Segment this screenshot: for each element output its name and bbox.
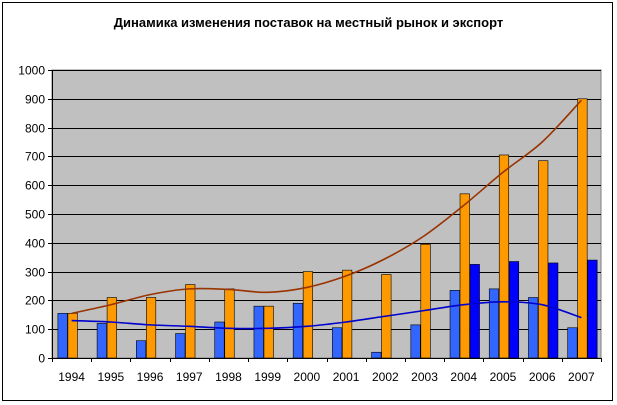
bar-s1-2004 [459, 193, 470, 359]
x-tick-label-2003: 2003 [411, 370, 438, 384]
y-tick-label-100: 100 [25, 323, 45, 337]
bar-s0-2001 [332, 327, 343, 359]
bar-s1-2000 [302, 271, 313, 359]
y-tick-label-0: 0 [38, 352, 45, 366]
x-tick-label-2006: 2006 [529, 370, 556, 384]
x-tick-label-1999: 1999 [254, 370, 281, 384]
bar-s2-2006 [548, 262, 559, 359]
y-tick-label-700: 700 [25, 150, 45, 164]
x-tick-label-2007: 2007 [568, 370, 595, 384]
x-tick-label-1997: 1997 [176, 370, 203, 384]
y-tick-label-900: 900 [25, 93, 45, 107]
x-tick-label-2001: 2001 [333, 370, 360, 384]
x-tick-label-2004: 2004 [450, 370, 477, 384]
x-tick-label-1996: 1996 [137, 370, 164, 384]
bar-s1-1999 [263, 305, 274, 359]
bar-s2-2005 [508, 261, 520, 359]
x-tick-label-1994: 1994 [58, 370, 85, 384]
y-tick-label-200: 200 [25, 294, 45, 308]
bar-s1-2007 [577, 98, 588, 359]
bar-s1-1998 [224, 288, 235, 359]
x-tick-label-2002: 2002 [372, 370, 399, 384]
y-tick-label-400: 400 [25, 237, 45, 251]
bar-s0-2002 [371, 351, 382, 359]
y-tick-label-1000: 1000 [18, 64, 45, 78]
bar-s0-1997 [175, 333, 186, 359]
bar-s0-2006 [528, 297, 539, 359]
bar-s0-2005 [488, 288, 500, 359]
bar-s1-2006 [538, 160, 549, 359]
trend-lines [71, 99, 582, 330]
bar-s0-1996 [136, 340, 147, 359]
bar-s0-2007 [567, 327, 578, 359]
x-tick-label-2005: 2005 [490, 370, 517, 384]
y-tick-label-500: 500 [25, 208, 45, 222]
x-tick-label-1995: 1995 [97, 370, 124, 384]
y-tick-label-600: 600 [25, 179, 45, 193]
grid-lines [48, 70, 601, 359]
trendline-0 [71, 99, 582, 315]
x-tick-labels: 1994 1995 1996 1997 1998 1999 2000 2001 2002 2003… [58, 370, 595, 384]
y-tick-labels: 0 100 200 300 400 500 600 700 800 900 1000 [18, 64, 45, 366]
bar-s1-2003 [420, 243, 431, 359]
x-tick-label-1998: 1998 [215, 370, 242, 384]
bar-s1-1997 [185, 284, 196, 359]
bar-s2-2004 [469, 264, 480, 359]
bar-s0-2000 [292, 302, 303, 359]
trendline-1 [71, 301, 582, 330]
axes [52, 70, 602, 362]
bar-s0-1999 [253, 305, 264, 359]
bar-s1-2001 [342, 269, 353, 359]
x-tick-label-2000: 2000 [294, 370, 321, 384]
y-tick-label-300: 300 [25, 266, 45, 280]
bar-s1-2005 [498, 154, 510, 359]
y-tick-label-800: 800 [25, 122, 45, 136]
bar-s0-1995 [96, 323, 107, 359]
bar-s0-2004 [449, 290, 460, 359]
bar-s0-2003 [410, 324, 421, 359]
chart-title: Динамика изменения поставок на местный р… [113, 15, 504, 30]
bar-s1-1996 [146, 297, 157, 359]
bar-s2-2007 [587, 259, 598, 359]
bar-s0-1994 [57, 313, 68, 359]
bar-s1-1995 [106, 297, 117, 359]
